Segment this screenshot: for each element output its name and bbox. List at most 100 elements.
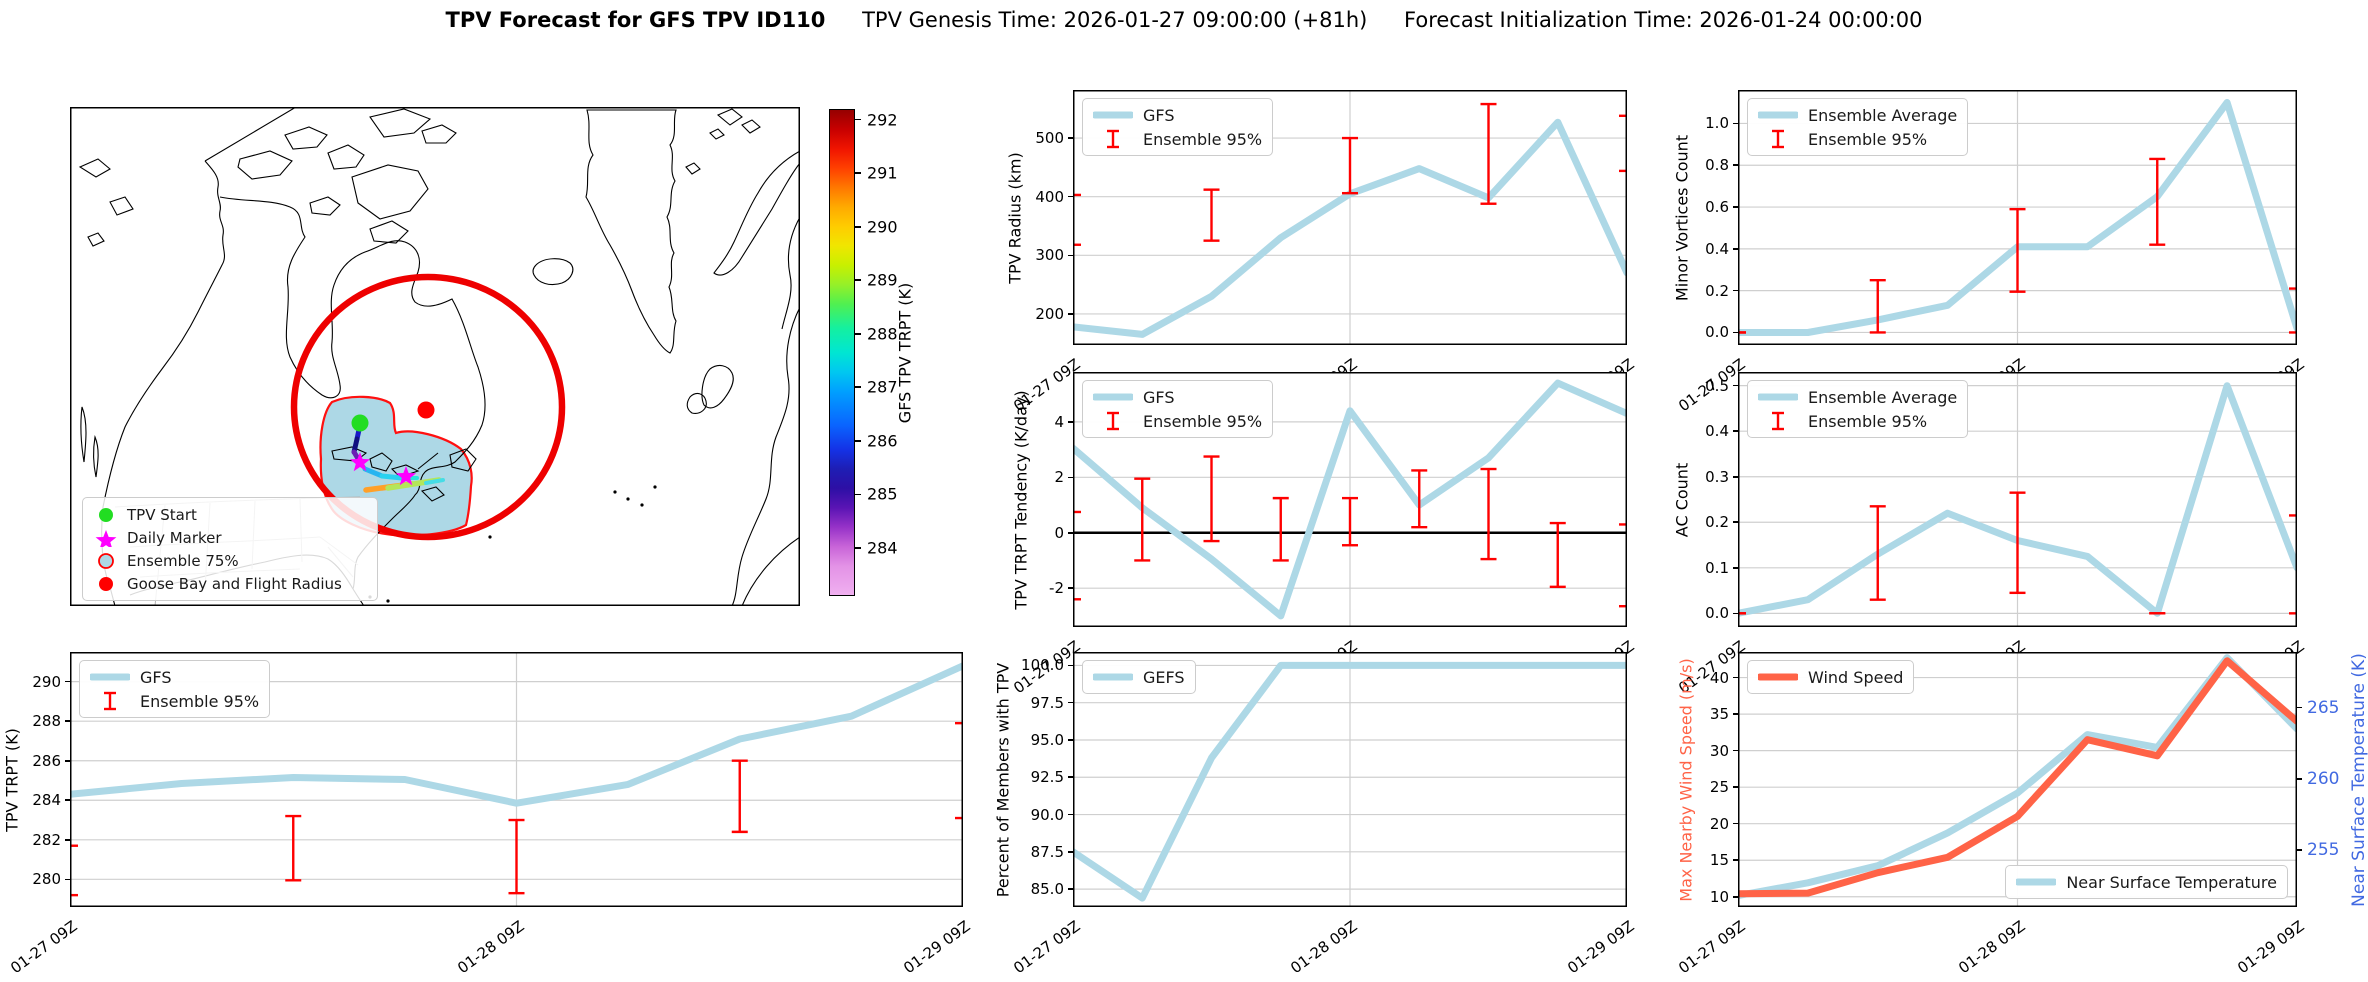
colorbar-tick-label: 292 <box>867 110 898 130</box>
right-tick <box>2297 849 2302 851</box>
colorbar-tick-label: 286 <box>867 431 898 451</box>
chart-tpv-trpt: 280 282 284 286 288 290 01-27 09Z 01-28 09Z 01-2… <box>3 652 974 977</box>
series-gefs <box>1073 661 1627 902</box>
y-tick <box>1733 331 1738 334</box>
dot-marker-icon <box>99 576 113 591</box>
line-sample-icon <box>1758 673 1798 681</box>
legend-label: GFS <box>1143 105 1175 125</box>
y-tick <box>1068 587 1073 589</box>
y-tick <box>1733 430 1738 432</box>
legend-label: Ensemble Average <box>1808 105 1958 125</box>
map-frame <box>70 107 800 606</box>
y-axis-label: Percent of Members with TPV <box>993 662 1013 897</box>
legend-entry: Ensemble 95% <box>1758 409 1957 433</box>
y-tick <box>1068 739 1073 741</box>
chart-legend: GEFS <box>1082 660 1196 694</box>
y-axis-label: Minor Vortices Count <box>1672 134 1692 301</box>
y-tick <box>1733 567 1738 569</box>
colorbar-tick <box>855 172 861 174</box>
daily-marker-star-2 <box>395 466 417 486</box>
plot-area <box>1073 652 1627 907</box>
y-tick-label: 0.6 <box>1705 198 1729 217</box>
legend-entry: Ensemble 95% <box>1093 127 1262 151</box>
error-bar <box>2149 157 2166 246</box>
chart-minor-vortices: 0.0 0.2 0.4 0.6 0.8 1.0 01-27 09Z 01-28 09Z 01-2… <box>1673 90 2308 415</box>
y-tick-label: 0.4 <box>1705 422 1729 441</box>
colorbar-tick <box>855 440 861 442</box>
y-axis-label: TPV TRPT (K) <box>2 727 22 832</box>
y-axis-label: AC Count <box>1672 462 1692 537</box>
map-legend-label: Ensemble 75% <box>127 551 239 570</box>
right-tick <box>2297 706 2302 709</box>
y-tick <box>1733 475 1738 478</box>
line-sample-icon <box>2016 878 2057 886</box>
y-axis-label: TPV TRPT Tendency (K/day) <box>1011 389 1031 610</box>
y-tick-label: 40 <box>1709 668 1729 687</box>
y-tick-label: 0.2 <box>1705 513 1729 532</box>
title-genesis-time: TPV Genesis Time: 2026-01-27 09:00:00 (+… <box>862 8 1368 32</box>
y-tick-label: 282 <box>32 830 61 849</box>
chart-trpt-tendency: -2 0 2 4 01-27 09Z 01-28 09Z 01-29 09Z TPV TRPT… <box>1010 372 1638 697</box>
y-tick-label: 4 <box>1054 412 1064 431</box>
y-tick <box>1733 248 1738 250</box>
y-tick-label: 400 <box>1035 187 1064 206</box>
error-bar <box>508 818 525 895</box>
y-tick <box>1068 254 1073 257</box>
y-tick <box>1733 122 1738 125</box>
error-bar <box>1549 521 1566 589</box>
map-legend-label: Daily Marker <box>127 528 222 547</box>
series-wind-speed <box>1738 657 2297 898</box>
line-sample-icon <box>90 673 130 681</box>
map-legend-item: Ensemble 75% <box>93 549 367 572</box>
error-bar <box>1411 469 1428 529</box>
y-tick-label: 1.0 <box>1705 114 1729 133</box>
y-tick <box>1068 664 1073 667</box>
y-tick-label: 2 <box>1054 468 1064 487</box>
y-tick <box>1733 895 1738 898</box>
y-tick-label: 25 <box>1709 778 1729 797</box>
y-axis-label: TPV Radius (km) <box>1005 151 1025 284</box>
y-tick <box>1068 137 1073 139</box>
flight-radius-circle <box>290 273 566 541</box>
y-tick <box>1733 206 1738 208</box>
colorbar-tick-label: 288 <box>867 324 898 344</box>
chart-legend: Ensemble Average Ensemble 95% <box>1747 380 1969 438</box>
right-tick <box>2297 777 2302 780</box>
colorbar-tick-label: 285 <box>867 484 898 504</box>
legend-entry: Ensemble Average <box>1758 103 1957 127</box>
error-bar <box>70 844 78 897</box>
ring-marker-icon <box>98 552 114 569</box>
colorbar-panel: 284 285 286 287 288 289 290 291 292 GFS TPV TRPT… <box>829 109 949 596</box>
chart-percent-members: 85.0 87.5 90.0 92.5 95.0 97.5 100.0 01-27 09Z 01… <box>994 652 1638 977</box>
plot-area <box>1738 652 2297 907</box>
chart-legend: Near Surface Temperature <box>2005 865 2288 899</box>
colorbar-tick <box>855 279 861 282</box>
chart-legend: GFS Ensemble 95% <box>1082 98 1274 156</box>
map-legend-item: Goose Bay and Flight Radius <box>93 572 367 595</box>
error-bar <box>1134 477 1151 562</box>
right-tick-label: 255 <box>2307 840 2340 861</box>
y-tick <box>65 838 70 841</box>
x-tick-label: 01-29 09Z <box>900 917 974 978</box>
y-tick <box>1733 612 1738 615</box>
y-tick-label: 35 <box>1709 705 1729 724</box>
y-tick <box>1733 676 1738 679</box>
errorbar-sample-icon <box>1107 411 1119 431</box>
error-bar <box>1203 455 1220 543</box>
colorbar-tick <box>855 386 861 389</box>
errorbar-sample-icon <box>104 691 116 711</box>
y-axis-label: Max Nearby Wind Speed (m/s) <box>1676 657 1696 902</box>
line-sample-icon <box>1093 111 1133 119</box>
y-tick <box>1733 164 1738 167</box>
y-tick <box>65 759 70 762</box>
legend-label: Ensemble 95% <box>1143 411 1263 431</box>
y-tick-label: 0.0 <box>1705 323 1729 342</box>
error-bar <box>1272 496 1289 562</box>
line-sample-icon <box>1758 111 1798 119</box>
error-bar <box>2009 491 2026 595</box>
chart-legend: Wind Speed <box>1747 660 1915 694</box>
error-bar <box>1073 510 1081 601</box>
map-panel: TPV Start Daily Marker Ensemble 75% Goose B… <box>70 107 800 606</box>
error-bar <box>1073 193 1081 246</box>
legend-entry: Ensemble 95% <box>90 689 259 713</box>
